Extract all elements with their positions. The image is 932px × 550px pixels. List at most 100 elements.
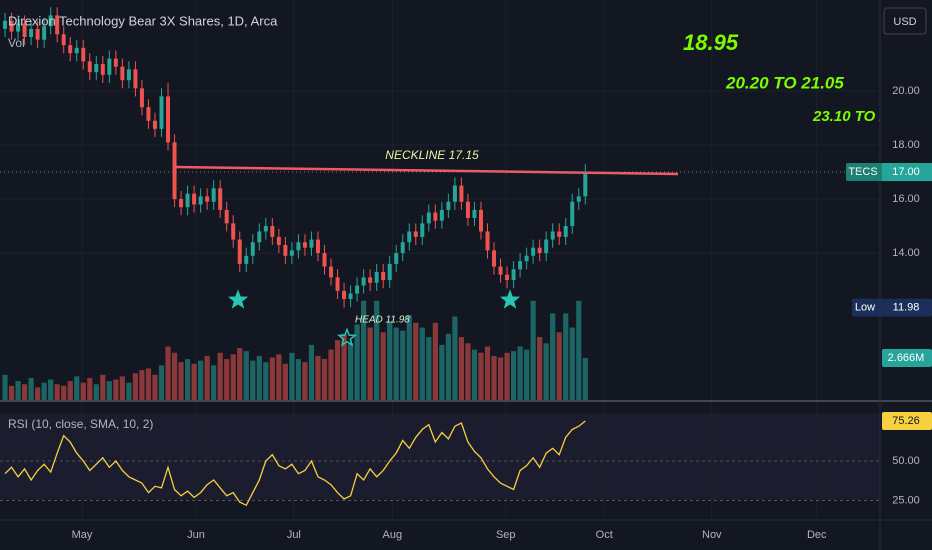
volume-bar (217, 352, 223, 400)
candle-body (374, 271, 379, 283)
candle-body (420, 223, 425, 237)
volume-bar (100, 374, 106, 400)
x-tick-label: Dec (807, 529, 827, 541)
candle-body (35, 28, 40, 40)
volume-bar (374, 300, 380, 400)
candle-body (166, 96, 171, 143)
volume-bar (184, 359, 191, 400)
candle-body (296, 242, 301, 251)
candle-body (231, 223, 236, 240)
volume-bar (282, 363, 288, 400)
candle-body (3, 20, 8, 29)
volume-bar (28, 377, 34, 400)
badge-value: 11.98 (893, 302, 920, 314)
star (227, 289, 249, 309)
currency[interactable]: USD (893, 16, 916, 28)
volume-bar (80, 382, 86, 400)
candle-body (22, 23, 27, 38)
candle-body (146, 107, 151, 121)
candle-body (289, 250, 294, 256)
candle-body (276, 236, 281, 245)
volume-bar (387, 321, 393, 400)
volume-bar (302, 362, 308, 400)
candle-body (544, 239, 549, 254)
volume-bar (211, 365, 217, 400)
target-label: 18.95 (683, 30, 739, 55)
candle-body (250, 242, 255, 256)
candle-body (87, 61, 92, 73)
candle-body (485, 231, 490, 251)
volume-bar (165, 346, 171, 400)
candle-body (74, 47, 79, 54)
volume-bar (276, 354, 282, 400)
candle-body (198, 196, 203, 205)
x-tick-label: Aug (383, 529, 403, 541)
badge (852, 298, 932, 317)
candle-body (159, 96, 164, 129)
badge-name: Low (855, 302, 875, 314)
volume-bar (308, 344, 315, 400)
candle-body (263, 226, 268, 232)
candle-body (100, 64, 105, 75)
candle-body (524, 255, 529, 262)
rsi-band (0, 413, 880, 500)
volume-bar (517, 346, 523, 400)
candle-body (48, 15, 53, 27)
target-label: 20.20 TO 21.05 (725, 73, 844, 92)
volume-bar (471, 349, 478, 400)
volume-bar (250, 360, 256, 400)
volume-bar (171, 352, 178, 400)
volume-bar (465, 343, 471, 400)
candle-body (133, 69, 138, 89)
axes: May Jun Jul Aug Sep Oct Nov Dec 14.00 16.00 18.00 2… (72, 85, 932, 541)
candle-body (172, 142, 177, 200)
volume-bar (400, 330, 406, 400)
volume-bar (582, 358, 588, 400)
volume-bar (497, 357, 504, 400)
candle-body (120, 66, 125, 81)
volume-bar (530, 300, 536, 400)
rsi-line (4, 420, 586, 507)
candle-body (152, 120, 157, 129)
volume-bar (41, 382, 47, 400)
candle-body (407, 231, 412, 243)
candle-body (348, 293, 353, 299)
candle-body (433, 212, 438, 221)
candle-body (400, 242, 405, 254)
volume-bar (21, 384, 28, 400)
x-tick-label: Nov (702, 529, 722, 541)
candle-body (439, 209, 444, 221)
volume-bar (256, 355, 262, 400)
candle-body (16, 23, 21, 32)
target-label: 23.10 TO 2 (812, 108, 888, 125)
volume-bar (243, 351, 249, 400)
candle-body (387, 263, 392, 281)
volume-bar (380, 332, 386, 400)
volume-bar (119, 376, 125, 400)
candle-body (498, 266, 503, 275)
volume-bar (178, 362, 184, 400)
candle-body (413, 231, 418, 237)
volume-bar (569, 327, 575, 400)
candle-body (302, 242, 307, 248)
x-tick-label: Jun (187, 529, 205, 541)
candle-body (472, 209, 477, 218)
volume-bar (139, 370, 145, 400)
candle-body (179, 199, 184, 208)
volume-bar (295, 359, 302, 400)
volume-bar (204, 355, 210, 400)
candle-body (205, 196, 210, 202)
candle-body (315, 239, 320, 254)
candle-body (257, 231, 262, 243)
volume-bar (432, 322, 438, 400)
x-tick-label: May (72, 529, 93, 541)
candle-body (465, 201, 470, 218)
chart-title: Direxion Technology Bear 3X Shares, 1D, … (8, 13, 278, 28)
candle-body (335, 277, 340, 291)
currency-box[interactable] (883, 7, 927, 35)
volume-bar (393, 327, 399, 400)
star (336, 327, 358, 347)
stars (227, 289, 521, 347)
volume-bar (406, 314, 412, 400)
